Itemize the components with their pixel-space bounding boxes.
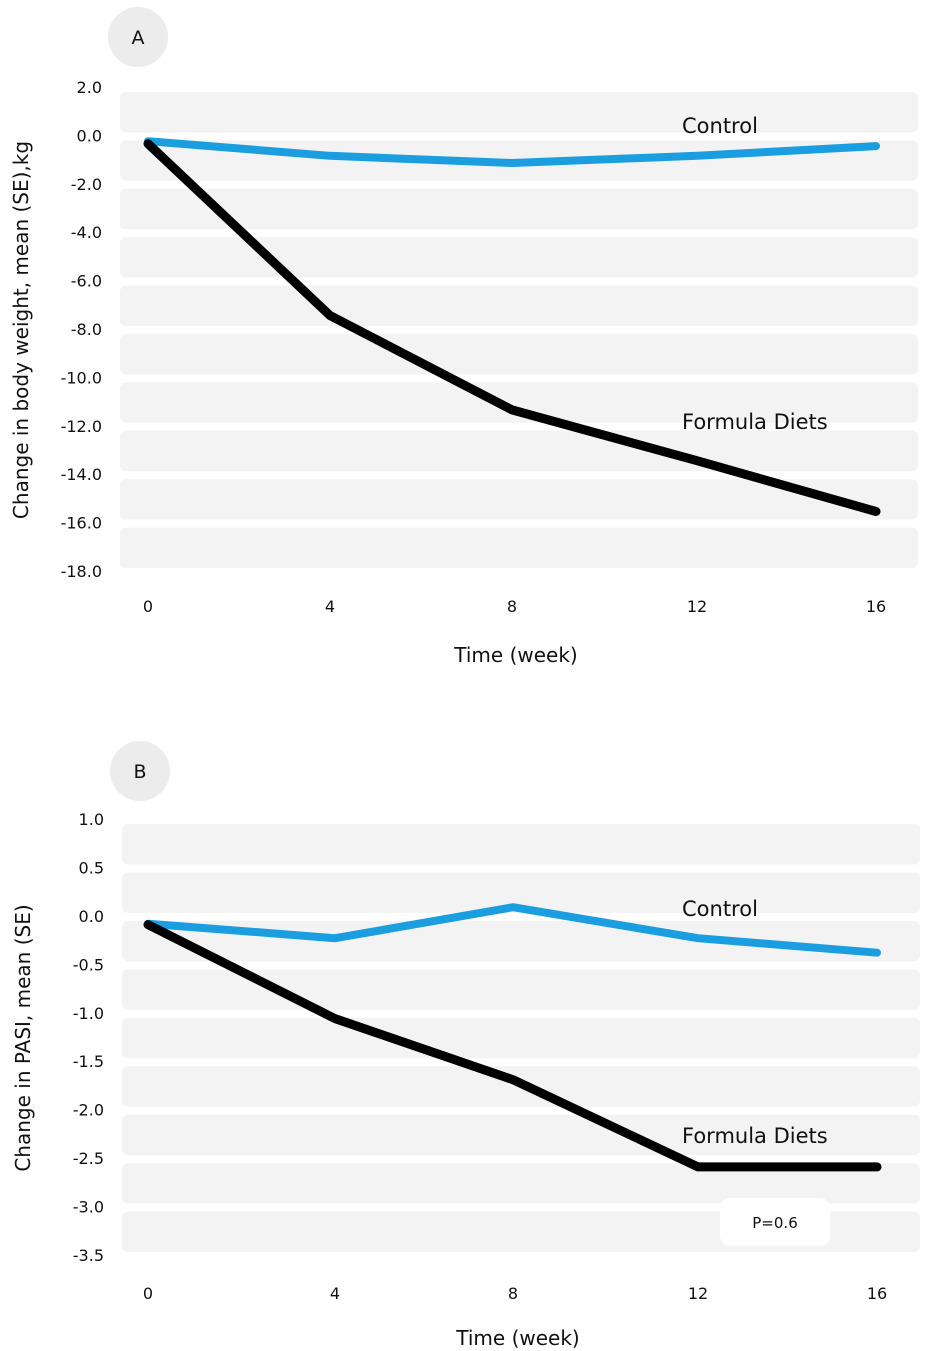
grid-band: [122, 824, 920, 865]
grid-band: [122, 1163, 920, 1204]
series-line-control: [144, 903, 881, 957]
y-tick-label: -2.0: [73, 1101, 104, 1120]
grid-band: [120, 382, 918, 423]
x-axis-title: Time (week): [453, 643, 577, 667]
y-tick-label: -16.0: [61, 514, 102, 533]
grid-bands: [120, 92, 918, 568]
grid-band: [122, 920, 920, 962]
y-axis-ticks: 1.0 0.5 0.0 -0.5 -1.0 -1.5 -2.0 -2.5 -3.0 -3.5: [73, 810, 104, 1265]
y-tick-label: 0.5: [79, 858, 104, 877]
y-tick-label: -0.5: [73, 955, 104, 974]
x-axis-ticks: 0 4 8 12 16: [143, 1284, 887, 1303]
y-tick-label: 1.0: [79, 810, 104, 829]
y-tick-label: -12.0: [61, 417, 102, 436]
y-tick-label: -3.5: [73, 1246, 104, 1265]
grid-band: [120, 430, 918, 472]
y-tick-label: -1.0: [73, 1004, 104, 1023]
y-tick-label: -6.0: [71, 272, 102, 291]
panel-letter: B: [133, 761, 146, 783]
x-axis-title: Time (week): [455, 1326, 579, 1350]
y-tick-label: -14.0: [61, 465, 102, 484]
y-axis-title: Change in PASI, mean (SE): [11, 904, 35, 1171]
series-line-control: [144, 137, 880, 167]
x-tick-label: 4: [325, 597, 335, 616]
grid-band: [120, 285, 918, 326]
y-tick-label: 0.0: [77, 126, 102, 145]
x-tick-label: 12: [688, 1284, 708, 1303]
panel-letter: A: [132, 27, 145, 49]
grid-band: [120, 334, 918, 375]
y-axis-ticks: 2.0 0.0 -2.0 -4.0 -6.0 -8.0 -10.0 -12.0 -14.0 -16…: [61, 78, 102, 581]
x-tick-label: 0: [143, 597, 153, 616]
grid-band: [120, 527, 918, 568]
series-line-formula-diets: [143, 920, 882, 1172]
panel-letter-badge: [110, 741, 170, 801]
grid-bands: [122, 824, 920, 1252]
x-tick-label: 8: [507, 597, 517, 616]
x-tick-label: 16: [867, 1284, 887, 1303]
x-tick-label: 0: [143, 1284, 153, 1303]
grid-band: [122, 969, 920, 1010]
grid-band: [122, 1114, 920, 1156]
x-tick-label: 4: [330, 1284, 340, 1303]
y-tick-label: 0.0: [79, 907, 104, 926]
grid-band: [120, 92, 918, 133]
chart-panel-b: 1.0 0.5 0.0 -0.5 -1.0 -1.5 -2.0 -2.5 -3.0 -3.5 0 4 8…: [11, 741, 920, 1350]
y-tick-label: -1.5: [73, 1052, 104, 1071]
grid-band: [120, 479, 918, 520]
y-tick-label: -10.0: [61, 368, 102, 387]
x-tick-label: 12: [687, 597, 707, 616]
series-label-formula-diets: Formula Diets: [682, 1124, 828, 1148]
series-label-formula-diets: Formula Diets: [682, 410, 828, 434]
series-label-control: Control: [682, 897, 758, 921]
p-value-label: P=0.6: [752, 1214, 797, 1232]
y-tick-label: -2.5: [73, 1149, 104, 1168]
chart-panel-a: 2.0 0.0 -2.0 -4.0 -6.0 -8.0 -10.0 -12.0 -14.0 -16…: [9, 7, 918, 667]
y-tick-label: -8.0: [71, 320, 102, 339]
y-tick-label: -3.0: [73, 1198, 104, 1217]
grid-band: [120, 188, 918, 230]
x-axis-ticks: 0 4 8 12 16: [143, 597, 886, 616]
y-tick-label: 2.0: [77, 78, 102, 97]
series-line-formula-diets: [143, 139, 881, 516]
y-tick-label: -4.0: [71, 223, 102, 242]
grid-band: [120, 237, 918, 278]
y-tick-label: -2.0: [71, 175, 102, 194]
y-axis-title: Change in body weight, mean (SE),kg: [9, 141, 33, 519]
panel-letter-badge: [108, 7, 168, 67]
grid-band: [122, 1017, 920, 1059]
y-tick-label: -18.0: [61, 562, 102, 581]
grid-band: [122, 872, 920, 913]
x-tick-label: 16: [866, 597, 886, 616]
series-label-control: Control: [682, 114, 758, 138]
p-value-box: [720, 1198, 830, 1246]
x-tick-label: 8: [508, 1284, 518, 1303]
